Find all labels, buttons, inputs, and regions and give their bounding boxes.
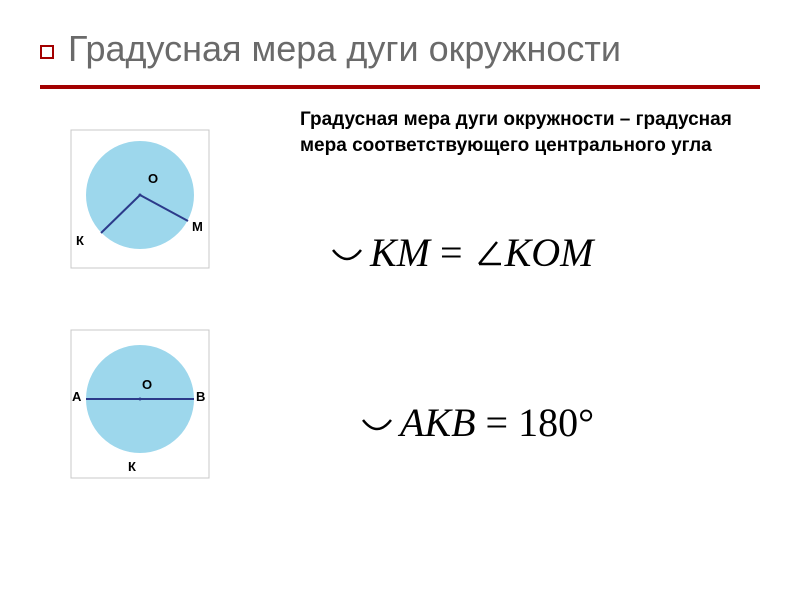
definition-text: Градусная мера дуги окружности – градусн… xyxy=(300,107,760,158)
title-marker-icon xyxy=(40,45,54,59)
equals-sign: = xyxy=(440,230,473,275)
arc-icon-2 xyxy=(360,401,394,448)
formula-2: AKB = 180° xyxy=(360,399,594,448)
figure-2: О А В К xyxy=(70,329,210,479)
figure-2-svg xyxy=(70,329,210,479)
figure-1-svg xyxy=(70,129,210,269)
formula2-lhs: AKB xyxy=(400,400,476,445)
fig2-label-o: О xyxy=(142,377,152,392)
figure-1: О К М xyxy=(70,129,210,269)
arc-icon xyxy=(330,231,364,278)
formula1-rhs: KOM xyxy=(505,230,594,275)
title-text: Градусная мера дуги окружности xyxy=(68,28,621,69)
fig1-label-k: К xyxy=(76,233,84,248)
fig2-label-a: А xyxy=(72,389,81,404)
formula-1: KM = KOM xyxy=(330,229,593,278)
fig1-label-o: О xyxy=(148,171,158,186)
angle-icon xyxy=(475,231,503,278)
formula2-degree: ° xyxy=(578,400,594,445)
fig2-label-k: К xyxy=(128,459,136,474)
page-title: Градусная мера дуги окружности xyxy=(40,28,760,69)
content-area: Градусная мера дуги окружности – градусн… xyxy=(0,89,800,549)
fig2-label-b: В xyxy=(196,389,205,404)
formula2-value: 180 xyxy=(518,400,578,445)
title-block: Градусная мера дуги окружности xyxy=(0,0,800,79)
fig1-label-m: М xyxy=(192,219,203,234)
formula1-lhs: KM xyxy=(370,230,430,275)
equals-sign-2: = xyxy=(486,400,519,445)
